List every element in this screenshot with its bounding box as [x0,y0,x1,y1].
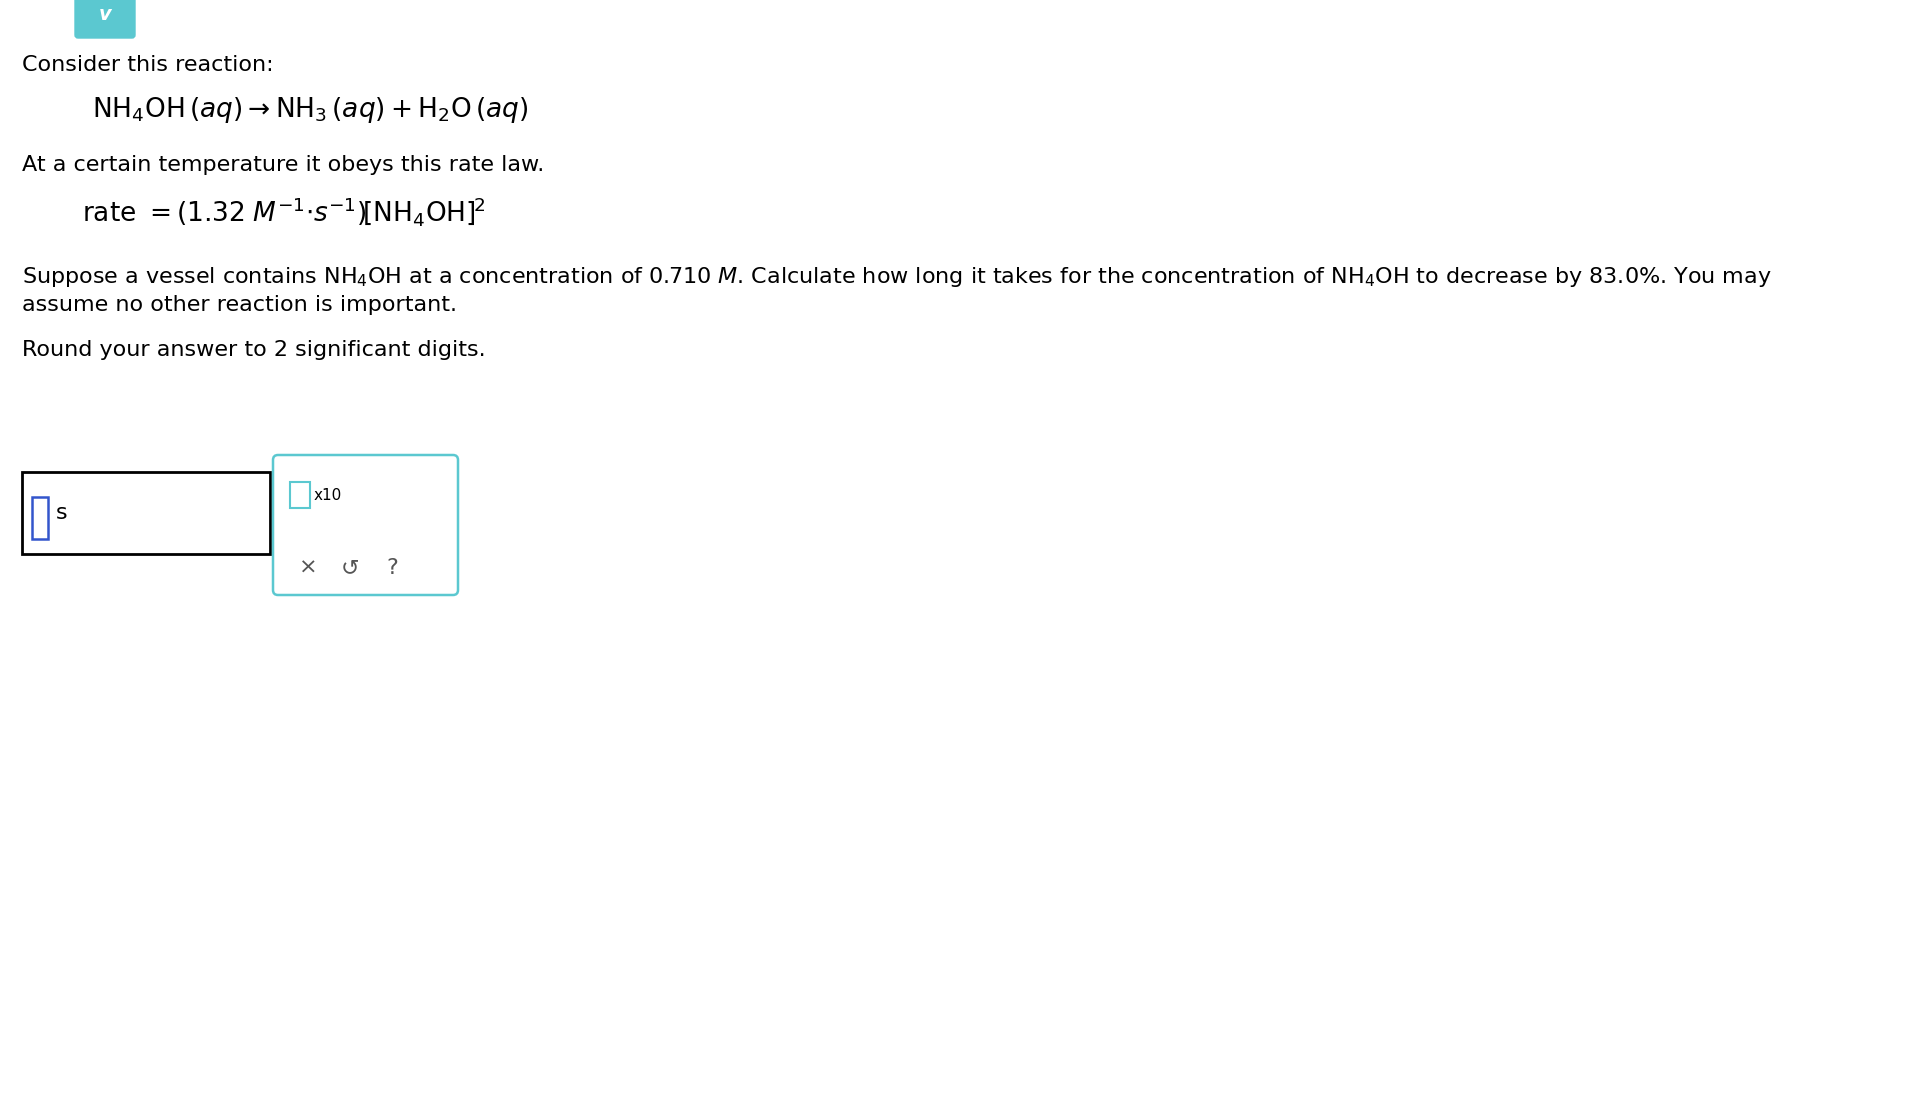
Text: At a certain temperature it obeys this rate law.: At a certain temperature it obeys this r… [21,156,544,175]
FancyBboxPatch shape [273,455,457,595]
Text: $\mathrm{NH_4OH}\,\left(\mathit{aq}\right)\rightarrow\mathrm{NH_3}\,\left(\mathi: $\mathrm{NH_4OH}\,\left(\mathit{aq}\righ… [92,95,528,125]
Text: Round your answer to 2 significant digits.: Round your answer to 2 significant digit… [21,340,486,360]
Text: x10: x10 [313,488,342,502]
Text: ×: × [298,558,317,579]
Text: Consider this reaction:: Consider this reaction: [21,55,273,75]
Text: s: s [56,504,67,523]
Text: ↺: ↺ [340,558,359,579]
Text: assume no other reaction is important.: assume no other reaction is important. [21,295,457,316]
Text: Suppose a vessel contains $\mathrm{NH_4OH}$ at a concentration of 0.710 $M$. Cal: Suppose a vessel contains $\mathrm{NH_4O… [21,265,1771,289]
Text: rate $=\left(1.32\;M^{-1}{\cdot}s^{-1}\right)\!\left[\mathrm{NH_4OH}\right]^{\!2: rate $=\left(1.32\;M^{-1}{\cdot}s^{-1}\r… [83,195,486,227]
Text: ?: ? [386,558,398,579]
FancyBboxPatch shape [75,0,134,38]
Text: v: v [98,6,111,25]
Bar [33,497,48,539]
Bar [290,482,309,508]
Bar [21,472,271,554]
